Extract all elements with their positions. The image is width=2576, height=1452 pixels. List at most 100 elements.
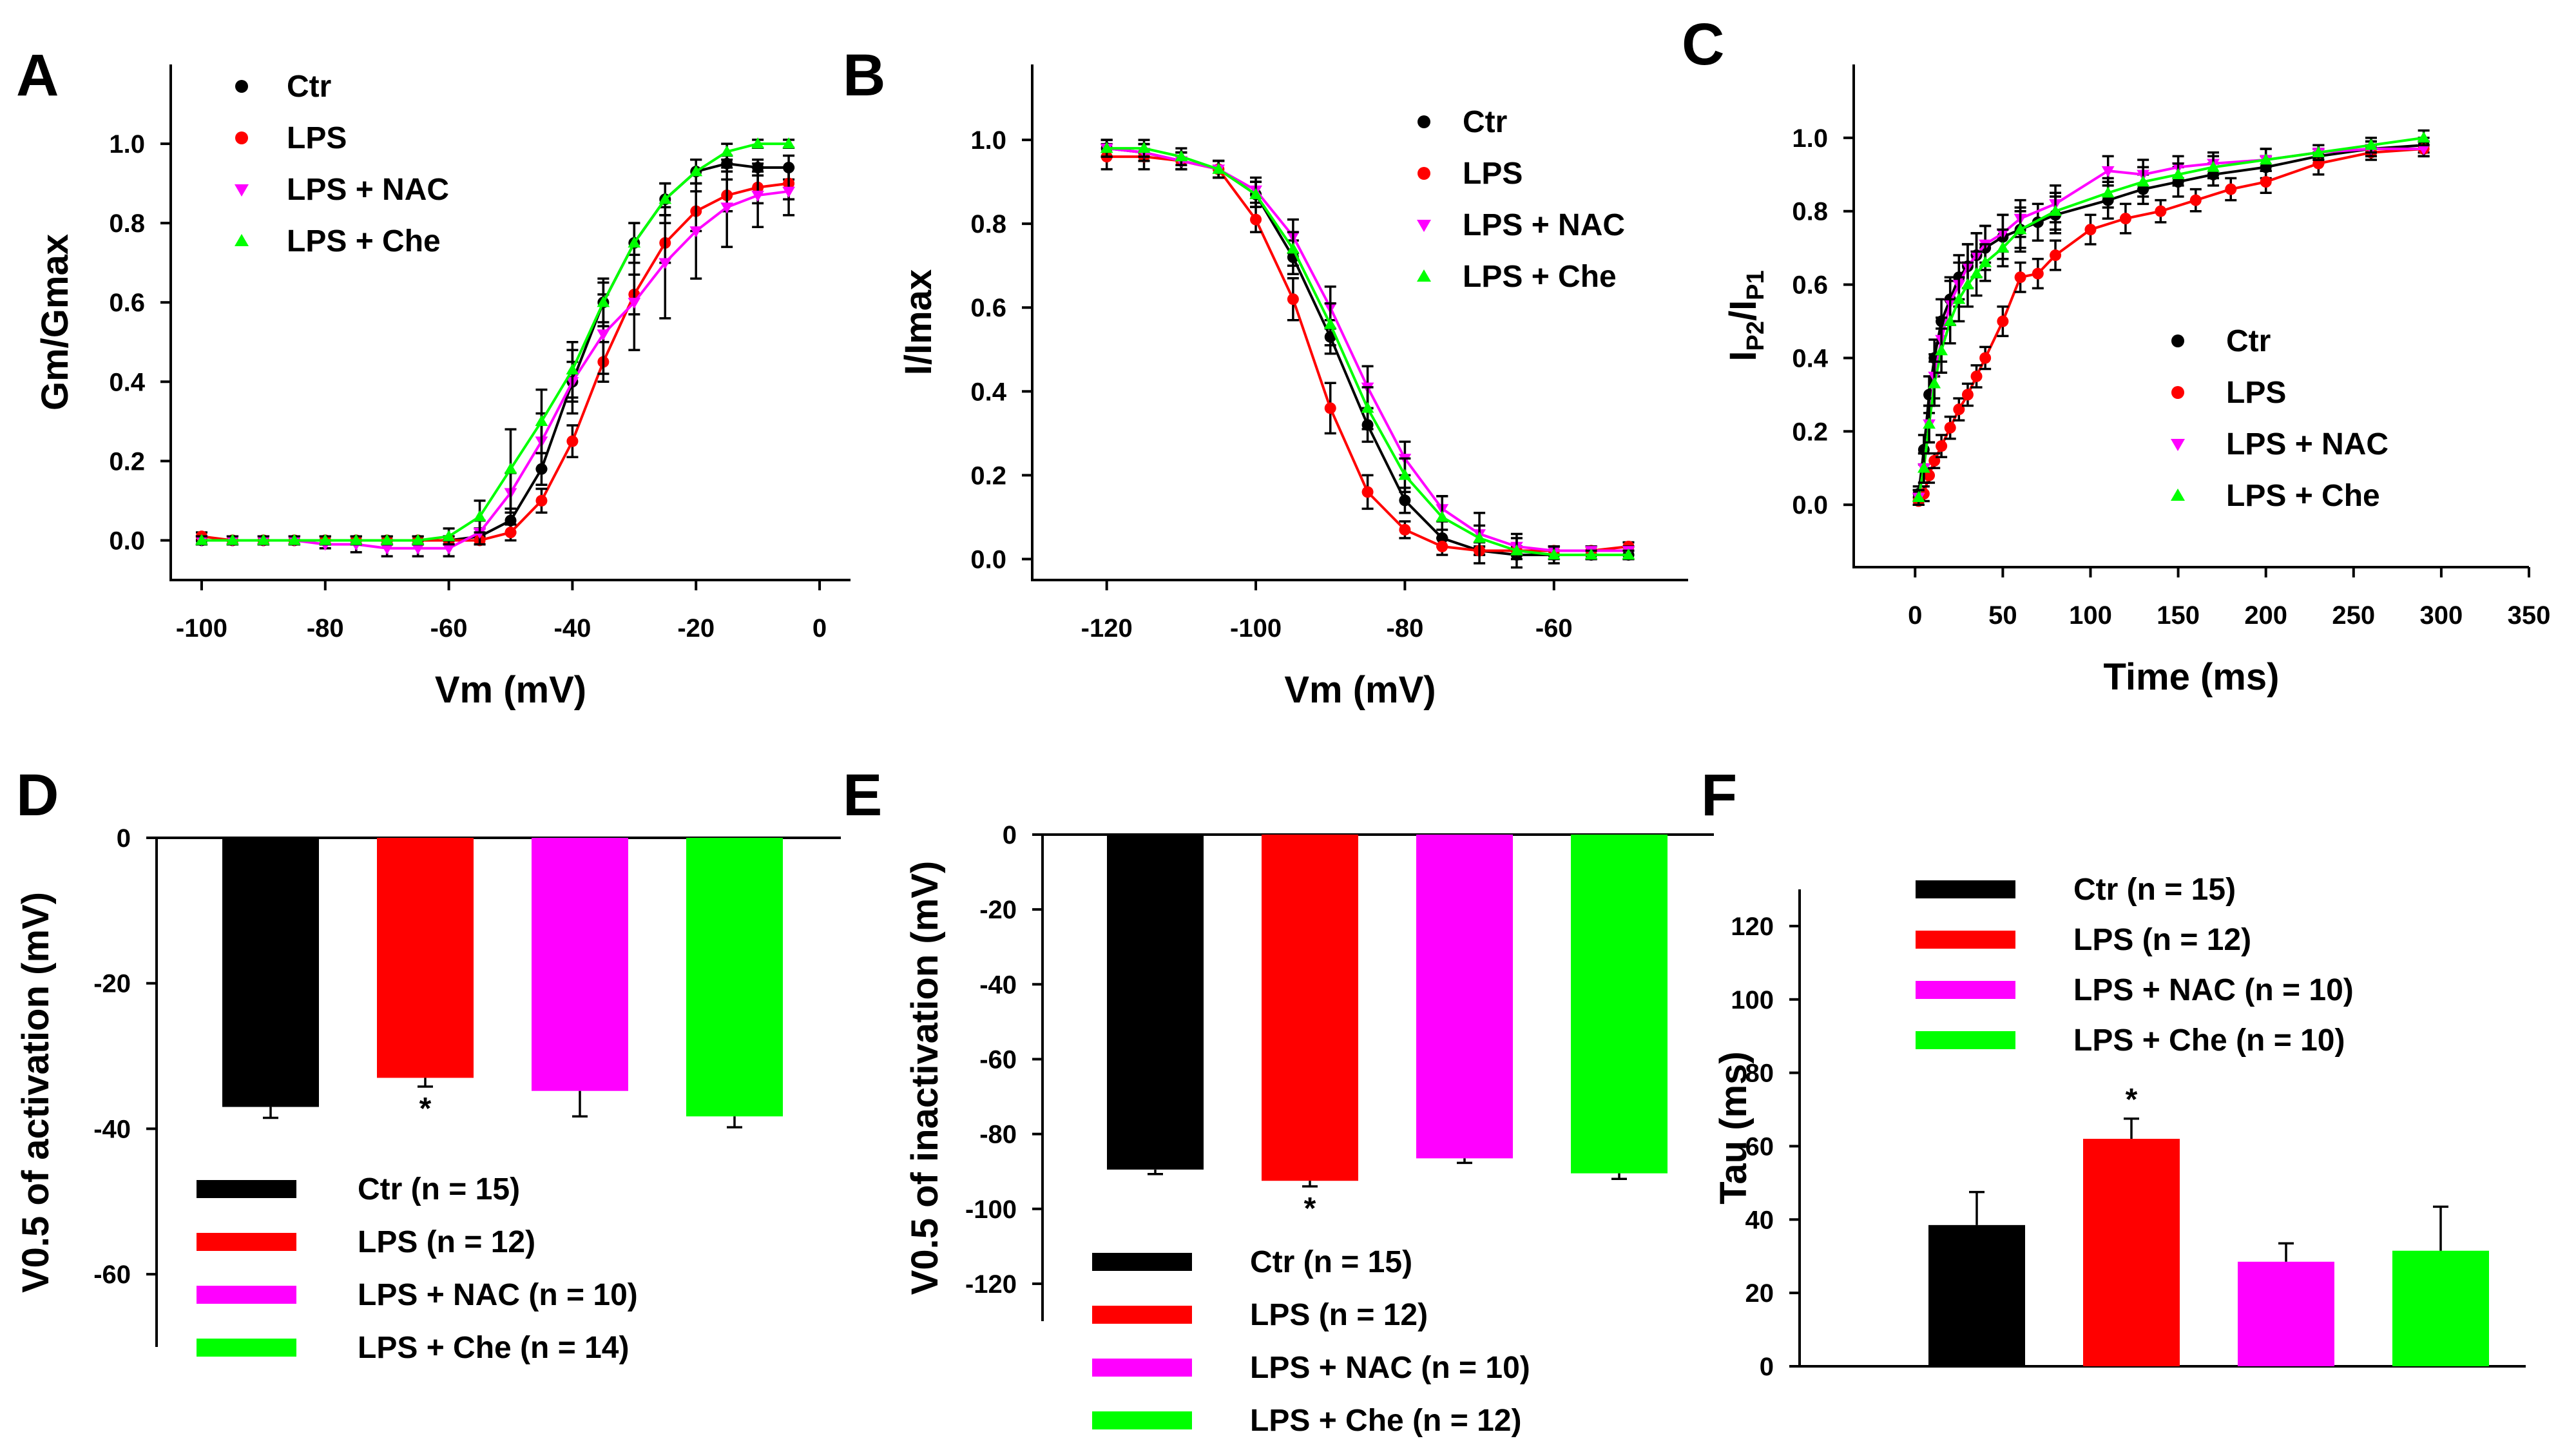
legend-swatch	[1916, 880, 2015, 898]
legend-swatch	[1916, 981, 2015, 999]
data-point	[1936, 440, 1948, 452]
y-tick-label: -40	[979, 971, 1017, 999]
x-tick-label: 250	[2332, 601, 2375, 630]
data-point	[1935, 344, 1948, 356]
data-point	[287, 534, 301, 545]
x-tick-label: 100	[2069, 601, 2112, 630]
legend-marker	[235, 234, 249, 246]
legend-marker	[235, 131, 248, 144]
bar-lps-n-12	[1262, 835, 1358, 1181]
panel-label: E	[843, 762, 882, 828]
y-tick-label: 0.6	[1792, 271, 1828, 300]
y-axis-label: V0.5 of activation (mV)	[15, 892, 57, 1293]
data-point	[628, 298, 641, 309]
data-point	[1944, 421, 1956, 434]
panel-f: F 0 20 40 60 80 100 120 Tau (ms) * Ctr (n = 15) LPS…	[1701, 762, 2526, 1381]
data-point	[1979, 256, 1992, 267]
bar-lps-nac-n-10	[532, 838, 628, 1091]
data-point	[751, 137, 765, 149]
data-point	[1250, 213, 1262, 226]
y-axis-label: IP2/IP1	[1722, 270, 1769, 361]
data-point	[2101, 166, 2115, 178]
data-point	[1436, 510, 1449, 522]
series-ctr	[195, 154, 795, 547]
data-point	[1249, 188, 1262, 199]
legend-label: LPS + Che	[2226, 479, 2380, 513]
y-tick-label: -60	[93, 1261, 131, 1289]
legend-label: Ctr (n = 15)	[2073, 873, 2236, 907]
legend-swatch	[197, 1233, 296, 1251]
bar-ctr-n-15	[222, 838, 319, 1107]
panel-label: A	[16, 43, 59, 108]
data-point	[1286, 242, 1300, 254]
y-tick-label: 80	[1745, 1060, 1774, 1088]
x-tick-label: 300	[2420, 601, 2463, 630]
y-tick-label: 0.4	[109, 368, 145, 396]
legend-label: LPS (n = 12)	[358, 1225, 535, 1259]
legend: Ctr LPS LPS + NAC LPS + Che	[235, 70, 449, 258]
legend-label: Ctr (n = 15)	[358, 1172, 520, 1206]
x-tick-label: -60	[430, 614, 468, 643]
y-tick-label: -80	[979, 1121, 1017, 1149]
data-point	[442, 543, 456, 555]
legend: Ctr (n = 15) LPS (n = 12) LPS + NAC (n = 1…	[1092, 1245, 1530, 1438]
panel-c: C 0 50 100 150 200 250 300 350 0.0 0.2 0.4 0.6 0.8 1.0…	[1682, 12, 2550, 698]
legend-label: LPS + NAC	[287, 173, 449, 207]
legend-marker	[235, 80, 248, 93]
data-point	[2207, 160, 2220, 172]
data-point	[1175, 150, 1188, 162]
series-line	[201, 162, 789, 542]
data-point	[2014, 223, 2027, 235]
data-point	[1928, 377, 1941, 389]
data-point	[380, 543, 394, 555]
legend-label: LPS	[287, 121, 347, 155]
series-lps-che	[195, 137, 795, 546]
x-tick-label: 200	[2244, 601, 2287, 630]
data-point	[1547, 548, 1561, 560]
y-tick-label: 60	[1745, 1132, 1774, 1161]
data-point	[349, 534, 363, 545]
legend: Ctr (n = 15) LPS (n = 12) LPS + NAC (n = 1…	[1916, 873, 2354, 1058]
legend-swatch	[1916, 1031, 2015, 1049]
data-point	[1923, 418, 1936, 429]
y-tick-label: 0.6	[970, 294, 1006, 322]
data-point	[2101, 186, 2115, 198]
x-tick-label: -40	[554, 614, 591, 643]
data-point	[2084, 224, 2097, 236]
panel-label: B	[843, 43, 885, 108]
legend-label: Ctr	[1463, 105, 1507, 139]
data-point	[318, 534, 332, 545]
data-point	[566, 435, 579, 447]
y-tick-label: 0.0	[1792, 491, 1828, 519]
legend-marker	[1418, 115, 1430, 128]
x-tick-label: -20	[677, 614, 715, 643]
data-point	[1953, 403, 1965, 416]
data-point	[751, 190, 765, 202]
y-tick-label: 0.8	[970, 210, 1006, 238]
y-tick-label: -40	[93, 1115, 131, 1143]
data-point	[226, 534, 239, 545]
series-lps	[1101, 142, 1635, 557]
panel-e: E 0 -20 -40 -60 -80 -100 -120 V0.5 of inactivati…	[843, 762, 1714, 1438]
data-point	[1961, 278, 1974, 289]
bar-lps-che-n-10	[2392, 1250, 2489, 1366]
legend-label: LPS (n = 12)	[1250, 1298, 1428, 1332]
y-tick-label: 0.8	[109, 209, 145, 238]
data-point	[1398, 469, 1412, 480]
data-point	[782, 186, 795, 198]
legend-swatch	[1092, 1306, 1192, 1324]
y-tick-label: 0.0	[970, 545, 1006, 574]
data-point	[720, 145, 734, 157]
y-tick-label: 0.0	[109, 527, 145, 555]
legend-swatch	[197, 1180, 296, 1198]
y-tick-label: 1.0	[1792, 124, 1828, 153]
data-point	[504, 462, 517, 474]
data-point	[2189, 194, 2202, 206]
data-point	[597, 329, 610, 341]
x-tick-label: -120	[1081, 614, 1133, 643]
x-tick-label: 0	[1908, 601, 1922, 630]
x-tick-label: -80	[1387, 614, 1424, 643]
legend-marker	[2171, 489, 2185, 501]
bar-lps-nac-n-10	[1416, 835, 1513, 1159]
series-lps	[1912, 140, 2430, 507]
